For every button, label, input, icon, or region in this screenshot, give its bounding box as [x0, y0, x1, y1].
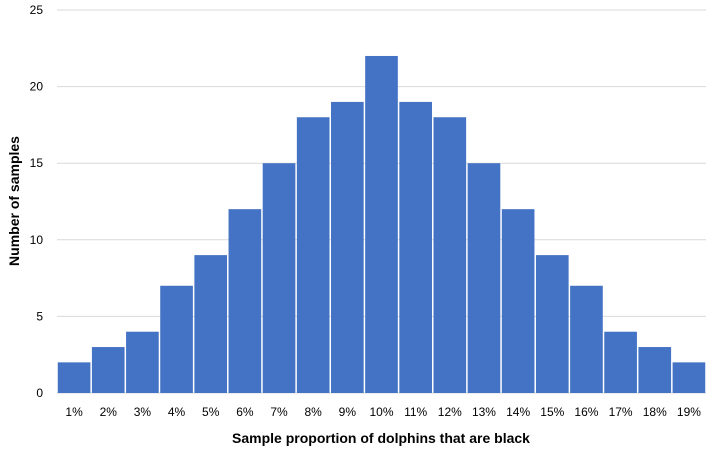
bar-15% [535, 255, 569, 393]
x-tick-label: 7% [270, 405, 288, 419]
x-tick-label: 5% [202, 405, 220, 419]
bar-9% [331, 101, 364, 394]
bar-13% [467, 163, 501, 393]
x-tick-label: 18% [643, 405, 667, 419]
x-tick-label: 8% [305, 405, 323, 419]
bar-7% [262, 163, 296, 393]
bar-19% [672, 362, 706, 393]
x-tick-label: 12% [438, 405, 462, 419]
x-tick-label: 3% [134, 405, 152, 419]
bar-2% [91, 347, 125, 393]
bars [57, 55, 706, 394]
bar-8% [296, 117, 330, 394]
x-tick-label: 17% [609, 405, 633, 419]
x-tick-label: 4% [168, 405, 186, 419]
y-tick-label: 15 [30, 156, 44, 170]
x-tick-label: 11% [404, 405, 427, 419]
bar-3% [126, 331, 159, 393]
bar-14% [501, 209, 535, 393]
y-tick-label: 25 [30, 3, 44, 17]
x-tick-label: 9% [339, 405, 357, 419]
bar-6% [228, 209, 262, 393]
x-tick-label: 16% [574, 405, 598, 419]
y-axis-ticks: 0 5 10 15 20 25 [30, 3, 44, 400]
bar-10% [365, 55, 398, 394]
y-tick-label: 5 [36, 309, 43, 323]
x-tick-label: 1% [65, 405, 83, 419]
y-tick-label: 10 [30, 233, 44, 247]
x-tick-label: 13% [472, 405, 496, 419]
x-tick-label: 2% [100, 405, 118, 419]
bar-4% [160, 285, 193, 393]
bar-17% [604, 331, 637, 393]
x-tick-label: 14% [506, 405, 530, 419]
bar-16% [570, 285, 603, 393]
x-axis-title: Sample proportion of dolphins that are b… [232, 430, 530, 446]
bar-12% [433, 117, 467, 394]
y-axis-title: Number of samples [6, 136, 22, 266]
x-tick-label: 6% [236, 405, 254, 419]
bar-18% [638, 347, 672, 393]
y-tick-label: 0 [36, 386, 43, 400]
x-tick-label: 19% [677, 405, 701, 419]
x-tick-label: 15% [540, 405, 564, 419]
bar-5% [194, 255, 228, 393]
bar-11% [399, 101, 432, 394]
y-tick-label: 20 [30, 80, 44, 94]
x-axis-ticks: 1% 2% 3% 4% 5% 6% 7% 8% 9% 10% 11% 12% 13% 14% 15% 16% 1… [65, 405, 701, 419]
x-tick-label: 10% [369, 405, 393, 419]
bar-1% [57, 362, 91, 393]
